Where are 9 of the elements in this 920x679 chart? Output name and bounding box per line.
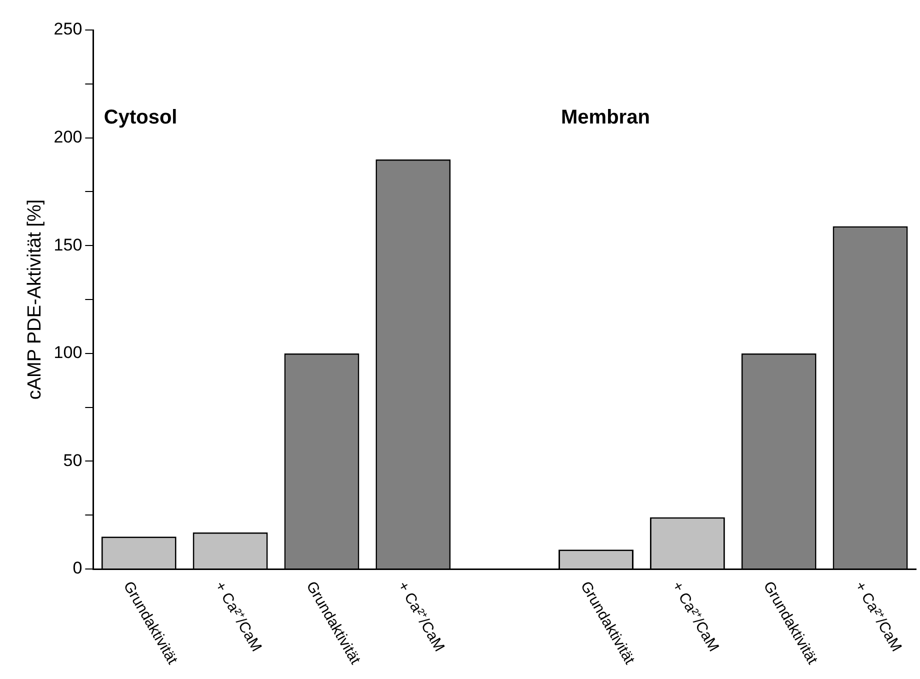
annotation: Membran [561,106,650,128]
y-tick-label: 250 [54,20,82,39]
y-axis-title: cAMP PDE-Aktivität [%] [24,199,46,400]
y-tick-label: 150 [54,235,82,254]
y-tick-label: 200 [54,127,82,146]
y-tick-label: 50 [63,450,82,470]
y-tick-label: 0 [72,558,82,578]
annotation: Cytosol [104,106,178,128]
y-tick-label: 100 [54,343,82,362]
